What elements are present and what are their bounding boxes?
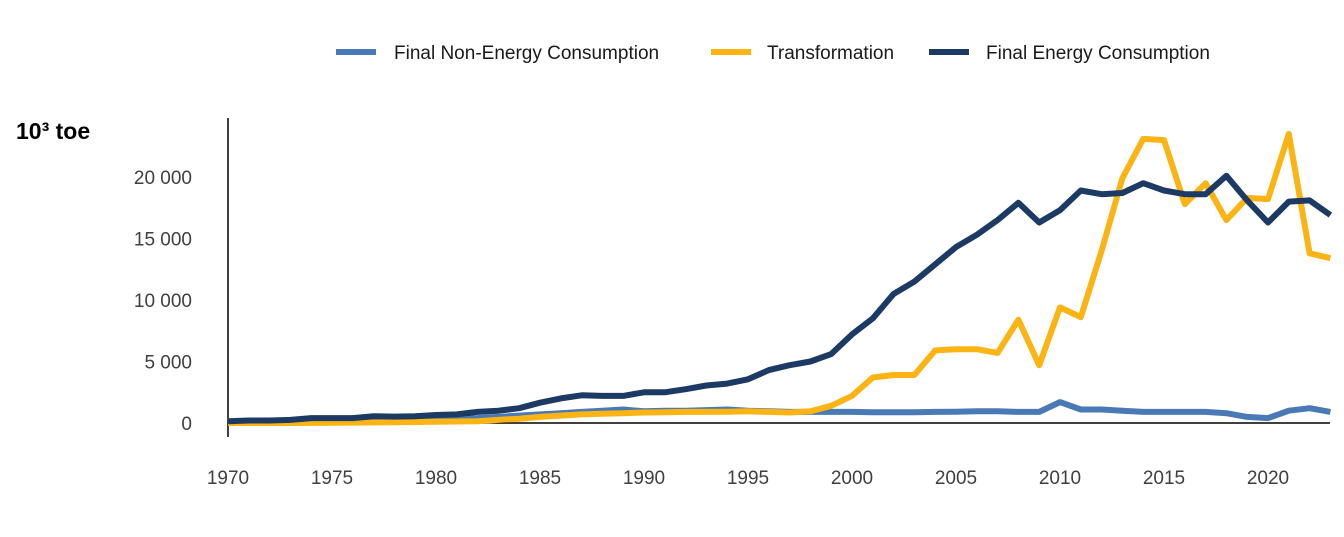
legend-label: Final Non-Energy Consumption: [394, 43, 659, 64]
y-axis-tick-labels: 0 5 000 10 000 15 000 20 000: [134, 168, 192, 435]
legend: Final Non-Energy Consumption Transformati…: [336, 43, 1210, 64]
x-tick-label: 2010: [1039, 468, 1081, 489]
legend-label: Transformation: [767, 43, 894, 64]
y-tick-label: 20 000: [134, 168, 192, 189]
series-line-2: [228, 130, 1332, 426]
x-axis-tick-labels: 1970 1975 1980 1985 1990 1995 2000 2005 2010 2015…: [207, 468, 1289, 489]
x-tick-label: 1985: [519, 468, 561, 489]
y-tick-label: 10 000: [134, 291, 192, 312]
series-line-3: [227, 172, 1333, 425]
plot-area: [227, 130, 1333, 426]
y-axis-unit-label: 10³ toe: [16, 118, 90, 144]
x-tick-label: 1980: [415, 468, 457, 489]
x-tick-label: 2000: [831, 468, 873, 489]
legend-item: Final Non-Energy Consumption: [336, 43, 659, 64]
x-tick-label: 2020: [1247, 468, 1289, 489]
x-tick-label: 2015: [1143, 468, 1185, 489]
x-tick-label: 1995: [727, 468, 769, 489]
y-tick-label: 0: [181, 414, 192, 435]
x-tick-label: 2005: [935, 468, 977, 489]
legend-item: Final Energy Consumption: [929, 43, 1210, 64]
x-tick-label: 1990: [623, 468, 665, 489]
legend-label: Final Energy Consumption: [986, 43, 1210, 64]
x-tick-label: 1975: [311, 468, 353, 489]
x-tick-label: 1970: [207, 468, 249, 489]
y-tick-label: 5 000: [144, 353, 192, 374]
legend-item: Transformation: [711, 43, 894, 64]
y-tick-label: 15 000: [134, 230, 192, 251]
